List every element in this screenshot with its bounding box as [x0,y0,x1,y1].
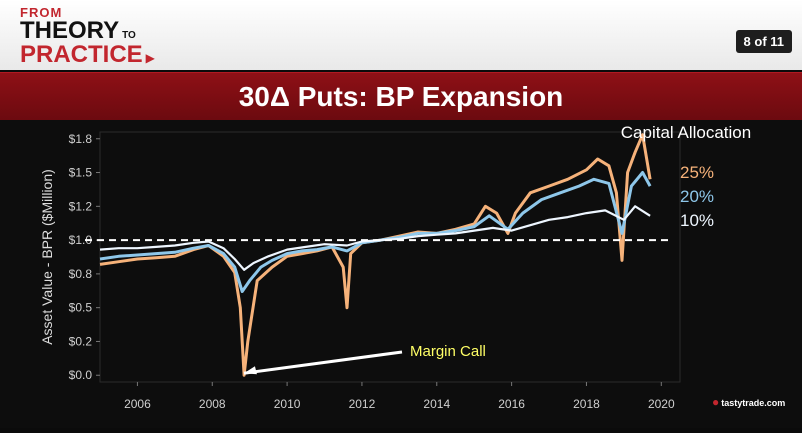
legend-label: 20% [680,187,714,206]
legend-label: 25% [680,163,714,182]
annotation-arrow [243,350,403,375]
y-tick-label: $1.2 [69,199,93,213]
y-tick-label: $1.8 [69,132,93,146]
y-tick-label: $1.0 [69,233,93,247]
legend-label: 10% [680,211,714,230]
slide-title: 30Δ Puts: BP Expansion [238,81,564,112]
slide-counter: 8 of 11 [735,30,792,53]
x-tick-label: 2018 [573,397,600,411]
annotation-label: Margin Call [410,343,486,360]
y-tick-label: $0.0 [69,368,93,382]
play-arrow-icon: ▶ [145,51,155,65]
logo-to: TO [122,30,136,41]
cherry-icon: ● [712,395,720,409]
annotation-arrowhead [243,366,257,375]
chart-area: $0.0 $0.2 $0.5 $0.8 $1.0 $1.2 $1.5 $1.8 2006 2008… [0,120,802,428]
y-tick-label: $0.8 [69,267,93,281]
from-theory-to-practice-logo: FROM THEORY TO PRACTICE ▶ [20,6,155,67]
y-tick-label: $1.5 [69,166,93,180]
x-tick-label: 2010 [274,397,301,411]
legend-title: Capital Allocation [621,123,751,142]
x-tick-label: 2016 [498,397,525,411]
y-axis-label: Asset Value - BPR ($Million) [39,169,55,345]
x-tick-label: 2008 [199,397,226,411]
header-bar: FROM THEORY TO PRACTICE ▶ 8 of 11 [0,0,802,70]
title-bar: 30Δ Puts: BP Expansion [0,72,802,121]
logo-theory: THEORY [20,17,120,44]
series-line-10pct [99,205,651,271]
brand-text: tastytrade.com [721,398,786,408]
x-tick-label: 2012 [349,397,376,411]
tastytrade-logo: ● tastytrade.com [712,395,785,409]
series-line-20pct [99,171,652,293]
series-line-25pct [99,133,652,377]
logo-from: FROM [20,5,63,20]
plot-frame [99,131,681,383]
x-tick-label: 2020 [648,397,675,411]
y-tick-label: $0.2 [69,334,93,348]
x-tick-label: 2006 [124,397,151,411]
x-tick-label: 2014 [423,397,450,411]
line-chart: $0.0 $0.2 $0.5 $0.8 $1.0 $1.2 $1.5 $1.8 2006 2008… [39,123,751,411]
logo-practice: PRACTICE [20,41,143,68]
y-tick-label: $0.5 [69,301,93,315]
